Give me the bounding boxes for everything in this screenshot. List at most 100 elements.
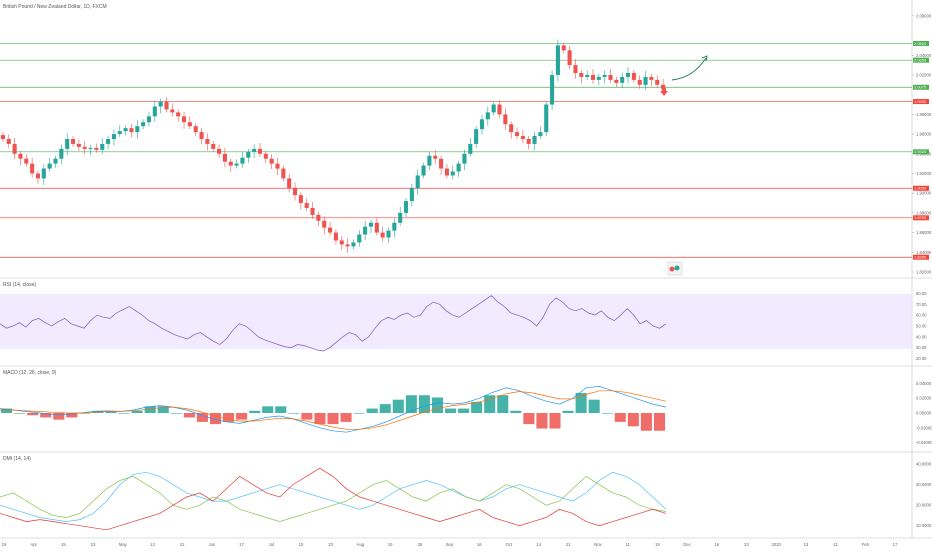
candle-body — [70, 139, 76, 144]
rsi-series: 80.00 70.00 60.00 50.00 40.00 30.00 20.00 — [0, 291, 927, 361]
macd-histogram-bar — [627, 413, 639, 427]
time-axis-label: 23 — [91, 542, 96, 547]
candle-body — [444, 168, 449, 176]
rsi-tick-label: 80.00 — [916, 291, 927, 296]
macd-histogram-bar — [353, 413, 365, 414]
candle-body — [0, 135, 5, 139]
macd-histogram-bar — [392, 399, 404, 413]
candle-body — [625, 72, 631, 77]
candle-body — [263, 153, 268, 159]
macd-histogram-bar — [79, 413, 91, 414]
macd-histogram-bar — [588, 399, 600, 413]
candle-body — [141, 122, 146, 127]
price-tick-label: 1.90000 — [916, 191, 932, 196]
candle-body — [158, 101, 163, 107]
macd-histogram-bar — [249, 410, 261, 413]
candle-body — [100, 143, 105, 150]
macd-histogram-bar — [536, 413, 548, 429]
candle-body — [462, 153, 467, 164]
candle-body — [12, 143, 17, 154]
candle-body — [222, 153, 227, 162]
rsi-tick-label: 30.00 — [916, 345, 927, 350]
candle-body — [392, 222, 397, 231]
candle-body — [573, 65, 578, 73]
candle-body — [637, 79, 642, 85]
macd-histogram-bar — [66, 413, 78, 418]
candle-body — [333, 232, 338, 241]
macd-tick-label: -0.04000 — [916, 440, 932, 445]
candle-body — [328, 227, 333, 233]
time-axis-label: 13 — [150, 542, 155, 547]
candle-body — [550, 74, 555, 105]
candle-body — [386, 230, 391, 238]
candle-body — [246, 151, 251, 158]
candle-body — [403, 201, 409, 213]
level-tag-label: 1.8750 — [914, 215, 927, 220]
candle-body — [298, 195, 303, 204]
candle-body — [479, 119, 485, 130]
candle-body — [252, 148, 257, 152]
macd-histogram-bar — [183, 413, 195, 418]
time-axis-label: Jul — [269, 542, 274, 547]
candle-body — [427, 155, 432, 166]
macd-histogram-bar — [497, 395, 509, 413]
macd-histogram-bar — [405, 395, 417, 413]
time-axis-label: Jun — [209, 542, 216, 547]
macd-histogram-bar — [431, 397, 443, 413]
candle-body — [439, 158, 444, 169]
candle-body — [111, 134, 116, 139]
candle-body — [281, 168, 286, 179]
candle-body — [620, 76, 625, 83]
price-tick-label: 1.84000 — [916, 250, 932, 255]
price-pane-title: British Pound / New Zealand Dollar, 1D, … — [3, 4, 107, 10]
candle-body — [211, 143, 216, 149]
candle-body — [544, 104, 549, 133]
time-axis: 19 Apr 15 23 May 13 21 Jun 17 Jul 15 22 Aug 19 26 Sep 16… — [2, 542, 898, 547]
candle-body — [322, 220, 327, 228]
time-axis-label: 19 — [388, 542, 393, 547]
macd-histogram-bar — [484, 395, 496, 413]
candle-body — [234, 163, 239, 166]
macd-histogram-bar — [209, 413, 221, 425]
macd-pane-title: MACD (12, 26, close, 9) — [3, 370, 57, 376]
candle-body — [228, 161, 233, 166]
candle-body — [433, 155, 438, 159]
macd-histogram-bar — [340, 413, 352, 422]
candle-body — [292, 188, 298, 196]
candle-body — [485, 112, 490, 120]
di-minus-line — [0, 467, 667, 531]
candle-body — [30, 163, 35, 174]
macd-tick-label: 0.00000 — [916, 411, 932, 416]
rsi-tick-label: 40.00 — [916, 334, 927, 339]
candle-body — [187, 122, 192, 127]
candle-body — [351, 242, 356, 247]
candle-body — [257, 148, 263, 154]
level-tag-label: 1.9050 — [914, 186, 927, 191]
macd-histogram-bar — [131, 410, 143, 413]
candle-body — [193, 126, 198, 133]
price-tick-label: 1.92000 — [916, 171, 932, 176]
candle-body — [468, 143, 473, 154]
level-tag — [913, 149, 929, 155]
candle-body — [357, 234, 362, 243]
dmi-series: 40.0000 30.0000 20.0000 10.0000 — [0, 462, 932, 531]
candle-body — [164, 101, 169, 110]
time-axis-label: 19 — [2, 542, 7, 547]
macd-histogram-bar — [196, 413, 208, 422]
horizontal-levels: 2.0520 2.0350 2.0075 1.9930 1.9420 1.9050 1.87… — [0, 41, 929, 260]
candle-body — [205, 139, 210, 144]
time-axis-label: 17 — [239, 542, 244, 547]
level-tag — [913, 84, 929, 90]
candle-body — [608, 74, 613, 80]
macd-histogram-bar — [170, 413, 182, 414]
time-axis-label: 14 — [536, 542, 541, 547]
level-tag — [913, 185, 929, 191]
pane-separators — [0, 0, 932, 539]
dmi-tick-label: 30.0000 — [916, 482, 932, 487]
macd-histogram-bar — [601, 413, 613, 414]
macd-histogram-bar — [549, 413, 561, 429]
macd-histogram-bar — [418, 395, 430, 413]
candle-body — [602, 74, 607, 77]
dmi-tick-label: 40.0000 — [916, 462, 932, 467]
